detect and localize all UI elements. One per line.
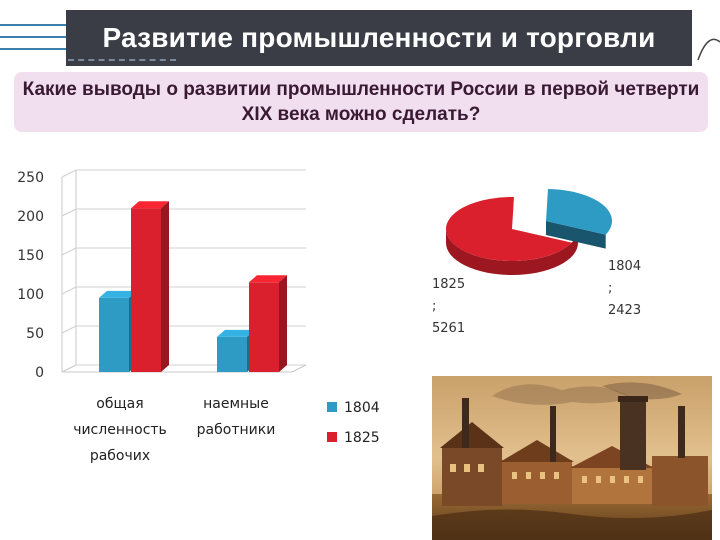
bar-chart: 0 50 100 150 200 250 общая численность рабочих н… [17,169,380,464]
gridline [61,325,306,334]
y-tick-label: 0 [35,365,44,381]
gridline [61,247,306,256]
corner-decoration [0,0,66,66]
factory-illustration [432,376,712,540]
question-box: Какие выводы о развитии промышленности Р… [14,72,708,132]
gridline [61,286,306,295]
y-tick-label: 100 [17,287,44,303]
category-label: численность [73,422,167,438]
legend-swatch [327,402,337,412]
title-banner: Развитие промышленности и торговли [66,10,692,66]
pie-slice-1804 [546,189,612,249]
bar-1825-1 [249,275,287,372]
category-label: рабочих [90,448,150,464]
y-tick-label: 50 [26,326,44,342]
y-tick-label: 200 [17,209,44,225]
question-text: Какие выводы о развитии промышленности Р… [22,79,700,125]
slide-title: Развитие промышленности и торговли [102,22,656,53]
title-underline [68,59,176,61]
category-label: работники [197,422,276,438]
bar-1825-0 [131,201,169,372]
y-tick-label: 150 [17,248,44,264]
corner-decoration-right [697,38,720,61]
legend-label: 1804 [344,400,380,416]
gridline [61,169,306,178]
gridline [61,208,306,217]
pie-label: 1825 [432,277,465,292]
factory-painting [432,376,712,540]
pie-label: 2423 [608,303,641,318]
floor-edge [291,364,307,373]
pie-label: 1804 [608,259,641,274]
pie-chart: 1804; 2423 1825; 5261 [432,189,641,336]
category-label: общая [96,396,143,412]
y-tick-label: 250 [17,170,44,186]
category-label: наемные [203,396,269,412]
pie-label: ; [432,299,436,314]
legend-label: 1825 [344,430,380,446]
pie-slice-1825 [446,197,578,275]
pie-label: 5261 [432,321,465,336]
pie-label: ; [608,281,612,296]
legend-swatch [327,432,337,442]
